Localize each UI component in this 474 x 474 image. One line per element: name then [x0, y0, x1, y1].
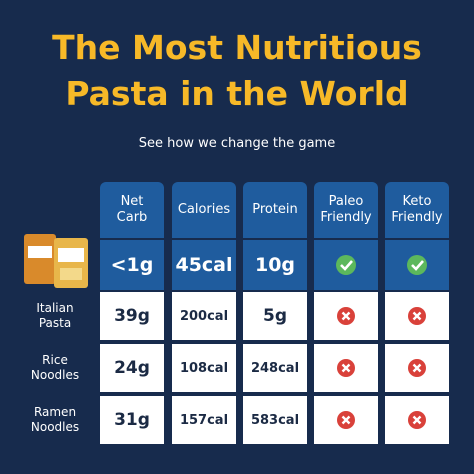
- check-icon: [407, 255, 427, 275]
- cell: 45cal: [172, 240, 236, 290]
- cross-icon: [408, 411, 426, 429]
- row-label: Italian Pasta: [36, 301, 74, 330]
- column-header: Paleo Friendly: [314, 182, 378, 238]
- title-line: The Most Nutritious: [52, 28, 422, 67]
- title-line: Pasta in the World: [65, 74, 409, 113]
- cell: [385, 344, 449, 392]
- cell: [385, 292, 449, 340]
- column-header: Net Carb: [100, 182, 164, 238]
- column-header: Protein: [243, 182, 307, 238]
- cell: 583cal: [243, 396, 307, 444]
- cell: 248cal: [243, 344, 307, 392]
- row-label: Rice Noodles: [30, 353, 80, 382]
- cell: <1g: [100, 240, 164, 290]
- cell: 39g: [100, 292, 164, 340]
- cell: 24g: [100, 344, 164, 392]
- check-icon: [336, 255, 356, 275]
- cross-icon: [337, 307, 355, 325]
- cross-icon: [337, 359, 355, 377]
- cross-icon: [408, 359, 426, 377]
- cell: [314, 292, 378, 340]
- cell: [385, 240, 449, 290]
- cell: 5g: [243, 292, 307, 340]
- cell: 157cal: [172, 396, 236, 444]
- subtitle: See how we change the game: [138, 136, 336, 151]
- column-header: Calories: [172, 182, 236, 238]
- cross-icon: [408, 307, 426, 325]
- column-header: Keto Friendly: [385, 182, 449, 238]
- cell: 10g: [243, 240, 307, 290]
- cell: 200cal: [172, 292, 236, 340]
- cell: [314, 240, 378, 290]
- cell: [314, 396, 378, 444]
- row-label: Ramen Noodles: [30, 405, 80, 434]
- cell: [314, 344, 378, 392]
- product-image: [24, 234, 88, 288]
- cell: 108cal: [172, 344, 236, 392]
- cross-icon: [337, 411, 355, 429]
- cell: 31g: [100, 396, 164, 444]
- cell: [385, 396, 449, 444]
